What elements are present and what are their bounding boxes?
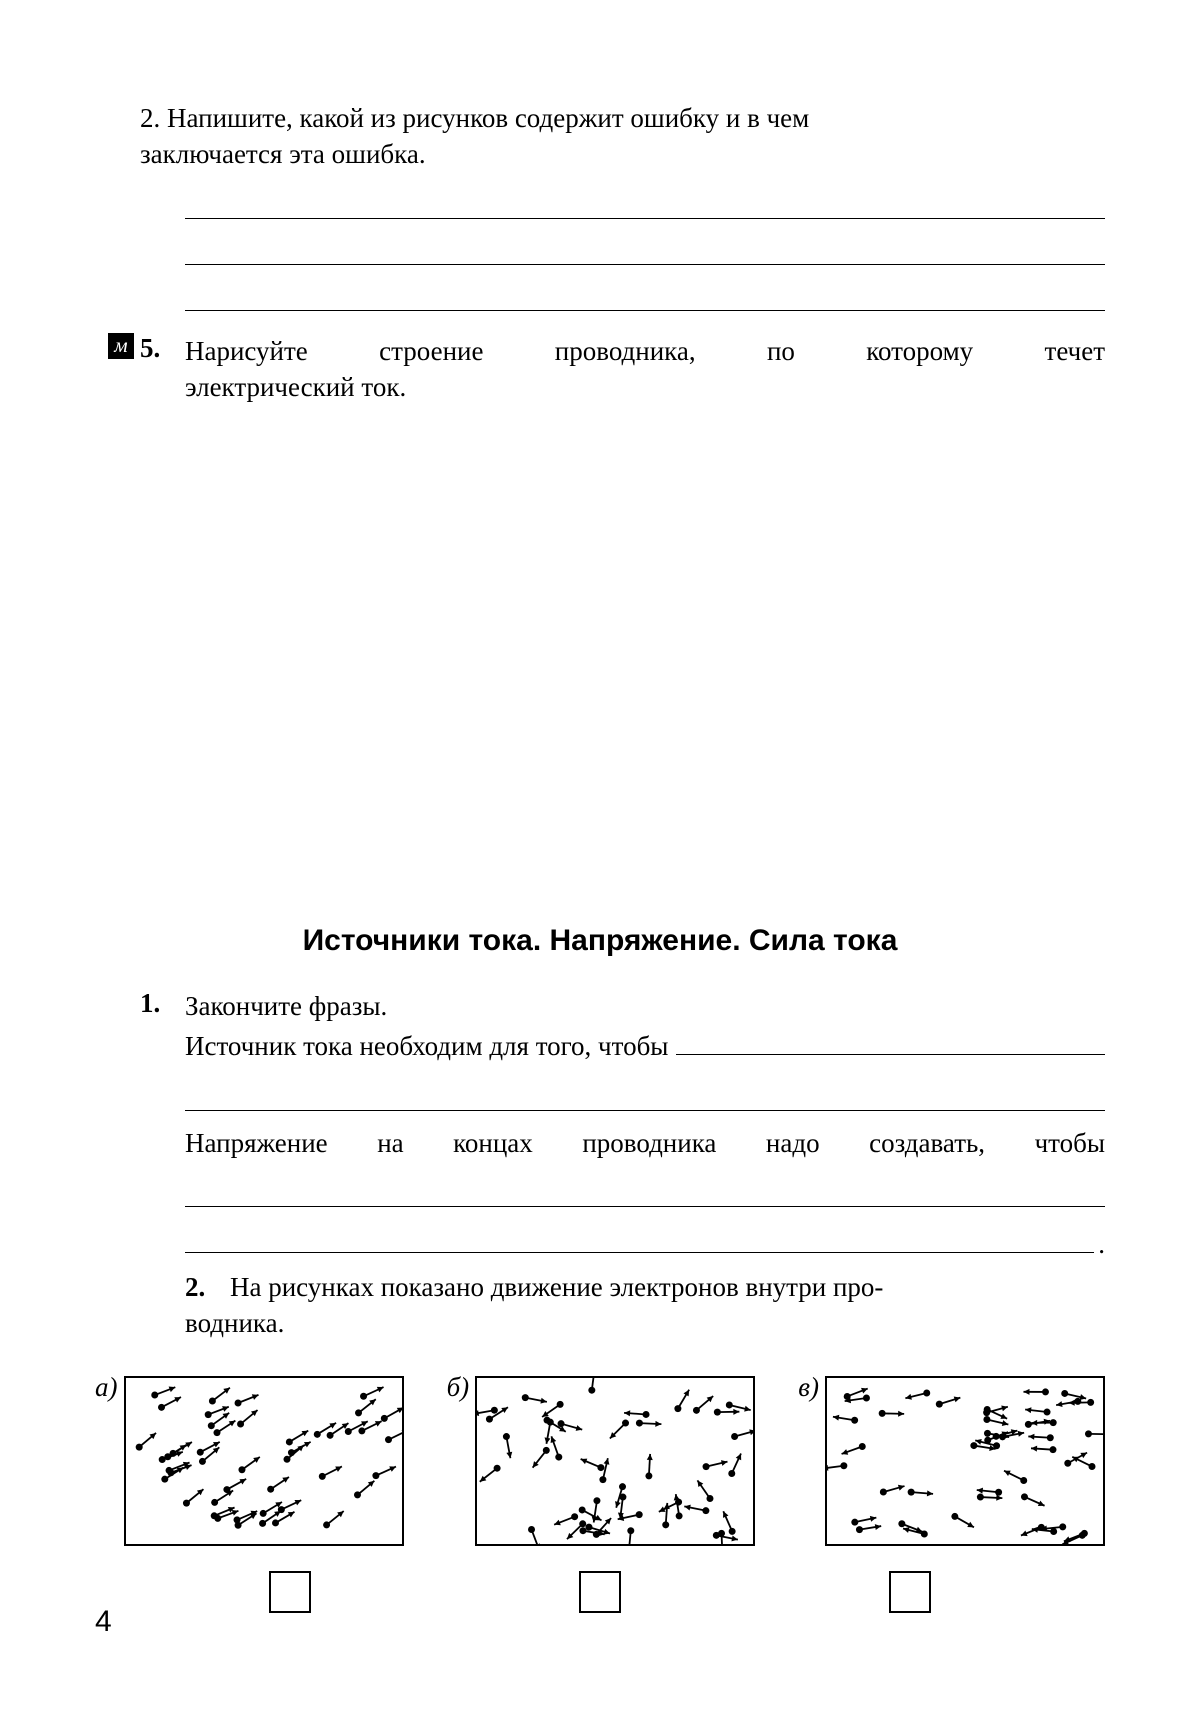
task5-text2: электрический ток. [185, 369, 1105, 405]
answer-line[interactable] [185, 237, 1105, 265]
answer-line[interactable] [676, 1054, 1105, 1055]
answer-line[interactable] [185, 191, 1105, 219]
diagram-box-b [475, 1376, 755, 1546]
task2a-text2: заключается эта ошибка. [140, 139, 426, 169]
marker-icon: м [108, 333, 134, 359]
task2b-number: 2. [185, 1272, 205, 1302]
answer-line[interactable] [185, 1179, 1105, 1207]
checkbox-a[interactable] [269, 1571, 311, 1613]
task1-line1: Закончите фразы. [185, 988, 1105, 1024]
drawing-space[interactable] [95, 414, 1105, 884]
answer-line[interactable] [185, 283, 1105, 311]
section-title: Источники тока. Напряжение. Сила тока [95, 924, 1105, 958]
checkbox-c[interactable] [889, 1571, 931, 1613]
period: . [1098, 1226, 1105, 1262]
checkbox-b[interactable] [579, 1571, 621, 1613]
diagram-label-b: б) [447, 1372, 470, 1403]
task2b-text2: водника. [185, 1308, 284, 1338]
task2a-prefix: 2. [140, 103, 160, 133]
diagram-label-a: а) [95, 1372, 118, 1403]
diagram-box-c [825, 1376, 1105, 1546]
marker-letter: м [114, 333, 127, 358]
task1-line2: Источник тока необходим для того, чтобы [185, 1028, 668, 1064]
task5-text1: Нарисуйте строение проводника, по которо… [185, 333, 1105, 369]
answer-line[interactable] [185, 1083, 1105, 1111]
diagrams-container: а) б) в) [95, 1376, 1105, 1546]
diagram-label-c: в) [798, 1372, 819, 1403]
answer-line[interactable] [185, 1225, 1094, 1253]
task1-line3: Напряжение на концах проводника надо соз… [185, 1125, 1105, 1161]
task1-number: 1. [140, 988, 185, 1019]
page-number: 4 [95, 1605, 112, 1639]
task2a-text1: Напишите, какой из рисунков содержит оши… [167, 103, 809, 133]
diagram-box-a [124, 1376, 404, 1546]
task5-number: 5. [140, 333, 185, 364]
task2b-text: На рисунках показано движение электронов… [230, 1272, 883, 1302]
